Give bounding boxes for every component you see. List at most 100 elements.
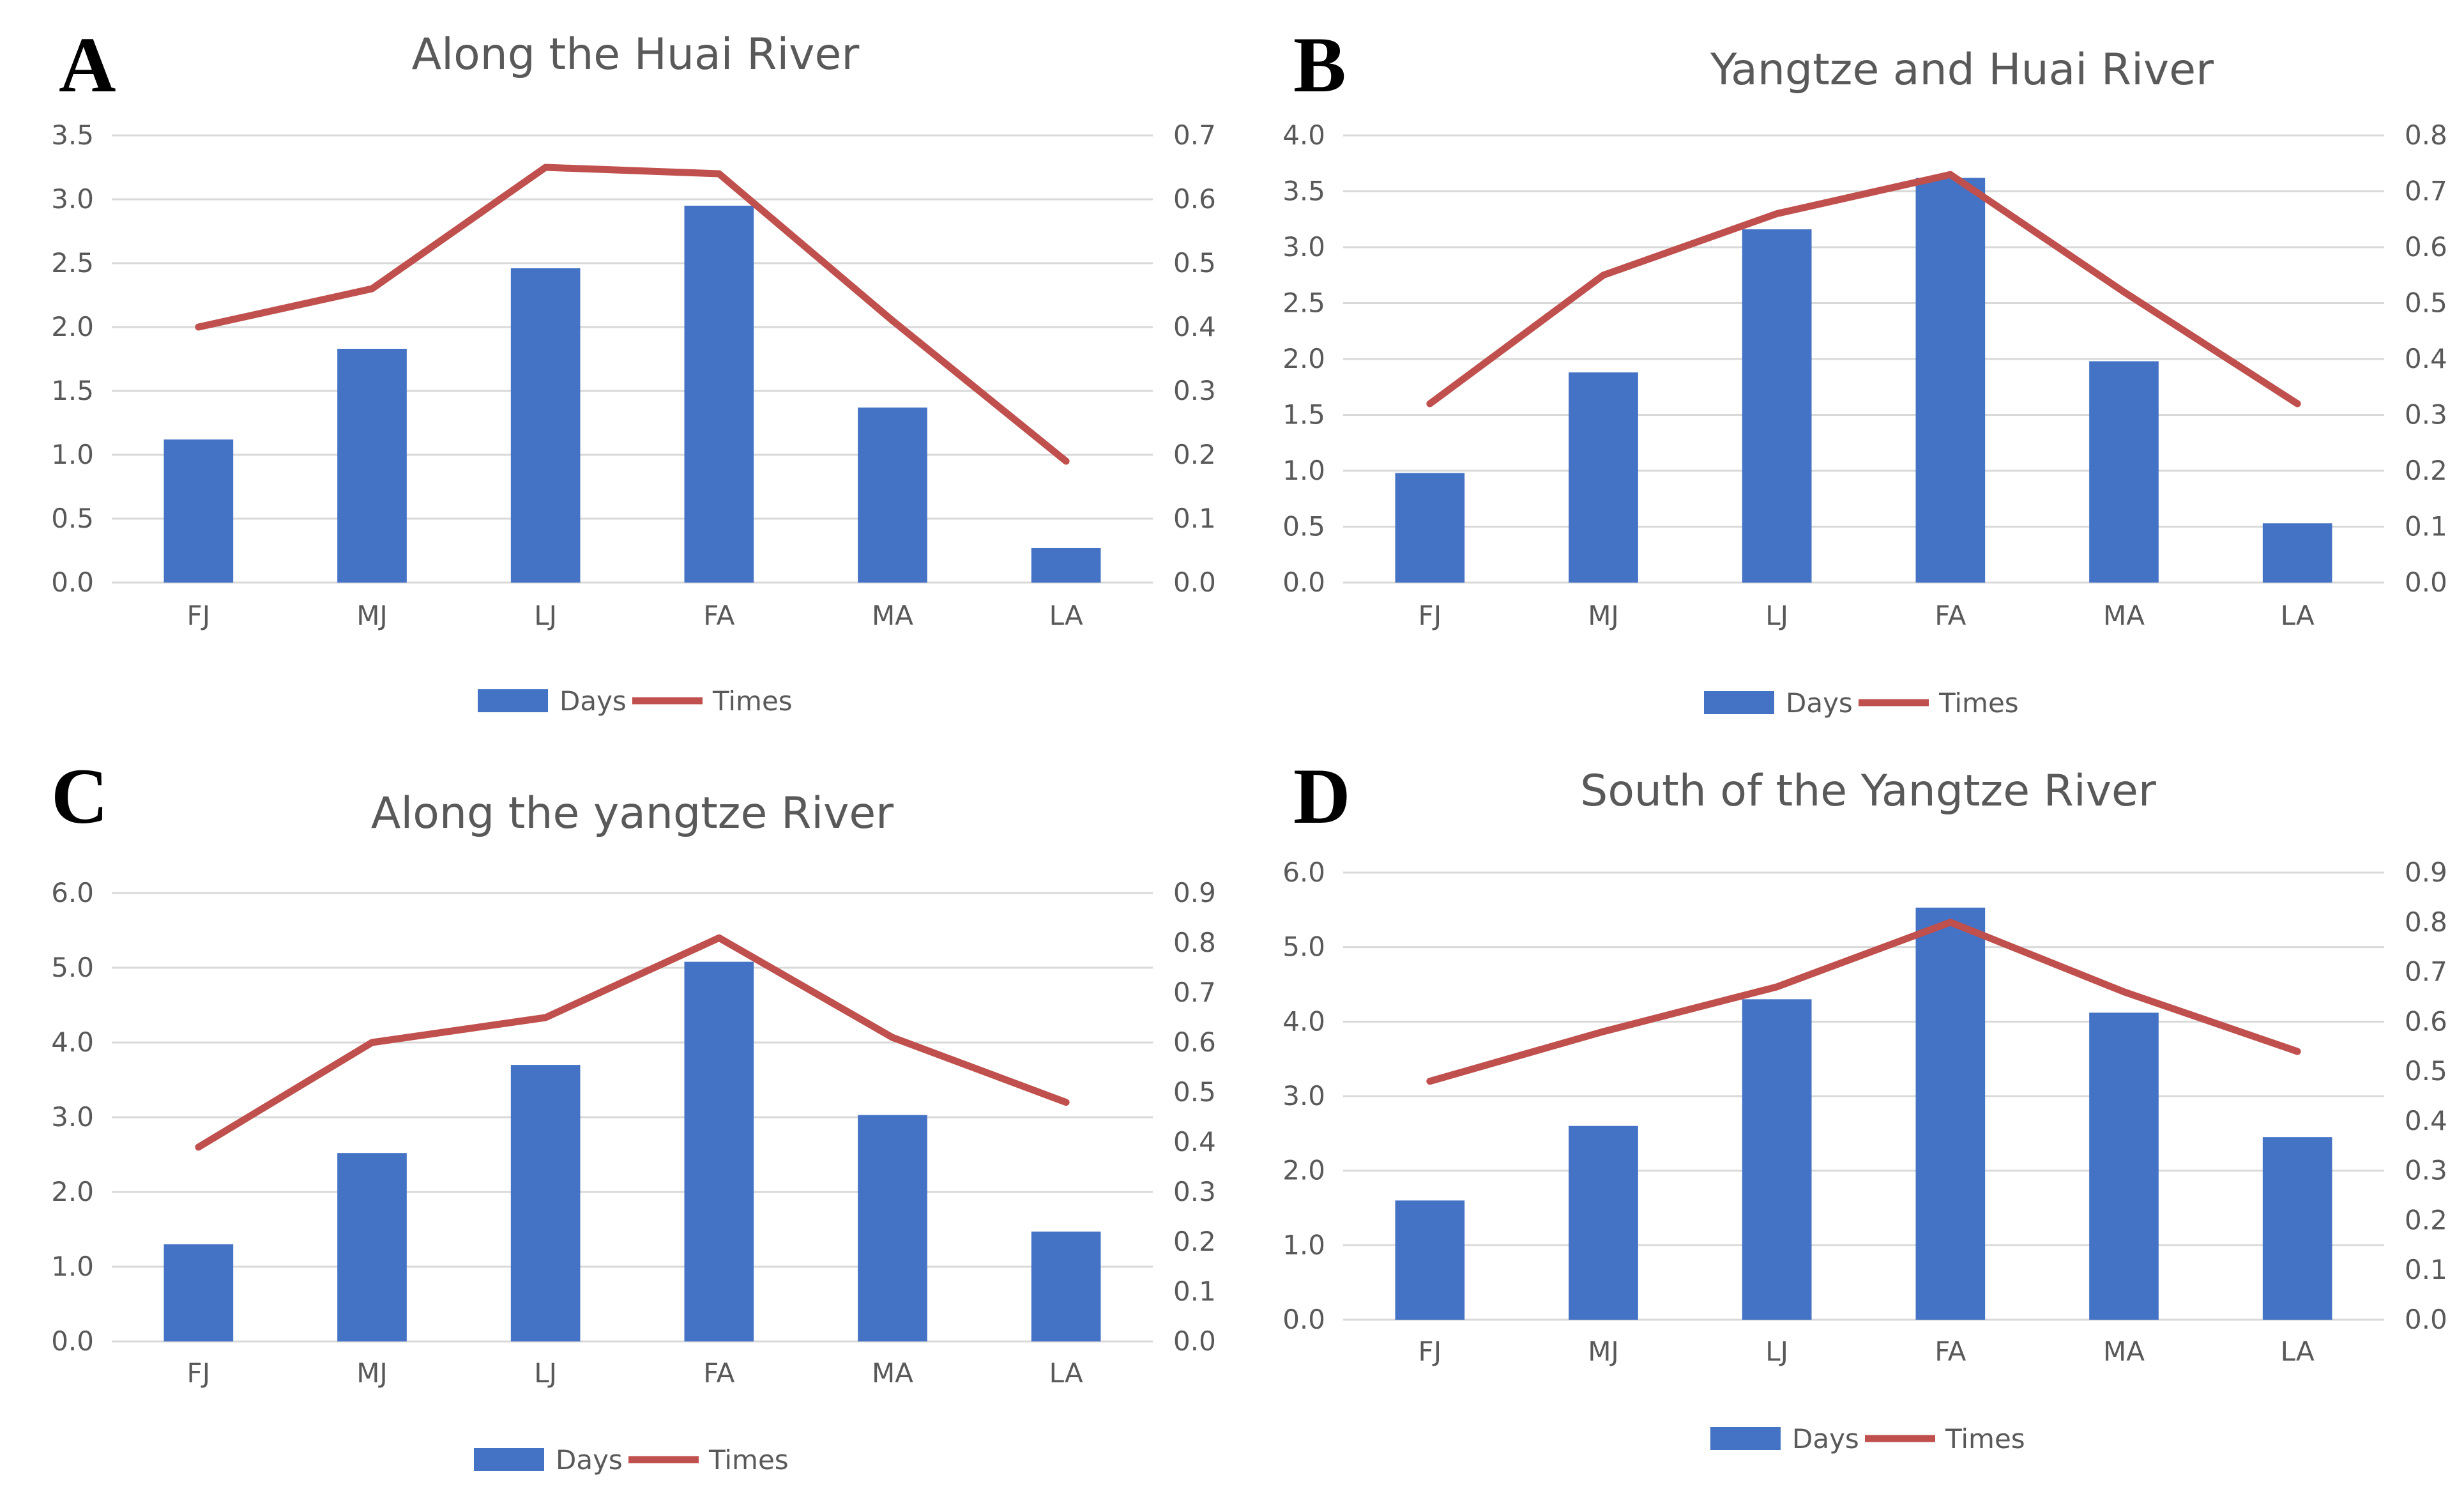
y-left-tick-label: 6.0 bbox=[51, 877, 94, 908]
y-left-tick-label: 0.0 bbox=[51, 567, 94, 598]
panel-letter: A bbox=[59, 21, 116, 109]
y-right-tick-label: 0.5 bbox=[2405, 287, 2447, 319]
y-right-tick-label: 0.3 bbox=[2405, 399, 2447, 431]
y-left-tick-label: 2.0 bbox=[1282, 1155, 1325, 1186]
chart-title: South of the Yangtze River bbox=[1580, 766, 2156, 816]
x-tick-label: MJ bbox=[1588, 1336, 1619, 1367]
legend-label-times: Times bbox=[708, 1444, 789, 1476]
y-left-tick-label: 4.0 bbox=[51, 1027, 94, 1058]
x-tick-label: LJ bbox=[1765, 600, 1788, 631]
y-right-tick-label: 0.3 bbox=[1173, 1176, 1216, 1207]
y-right-tick-label: 0.7 bbox=[1173, 977, 1216, 1008]
y-right-tick-label: 0.0 bbox=[1173, 567, 1216, 598]
legend: Days Times bbox=[1710, 1423, 2025, 1455]
y-left-tick-label: 1.5 bbox=[1282, 399, 1325, 431]
chart-title: Along the Huai River bbox=[411, 29, 860, 80]
line-times bbox=[1426, 171, 2301, 408]
x-tick-label: MA bbox=[2103, 1336, 2145, 1367]
y-left-tick-label: 3.0 bbox=[51, 183, 94, 215]
y-right-tick-label: 0.0 bbox=[1173, 1325, 1216, 1357]
y-left-tick-label: 1.0 bbox=[51, 439, 94, 470]
y-right-tick-label: 0.2 bbox=[1173, 439, 1216, 470]
x-tick-label: FA bbox=[1935, 1336, 1966, 1367]
bar-days-mj bbox=[337, 1153, 407, 1341]
y-right-tick-label: 0.4 bbox=[2405, 343, 2447, 374]
x-tick-label: LA bbox=[1049, 600, 1083, 631]
bar-days-fj bbox=[164, 1244, 234, 1341]
y-right-tick-label: 0.4 bbox=[2405, 1105, 2447, 1136]
y-left-tick-label: 1.0 bbox=[51, 1251, 94, 1282]
chart-title: Along the yangtze River bbox=[370, 788, 894, 839]
y-right-tick-label: 0.7 bbox=[2405, 956, 2447, 988]
bar-days-mj bbox=[1569, 372, 1638, 583]
legend-label-days: Days bbox=[1786, 687, 1853, 719]
bar-days-mj bbox=[337, 349, 407, 583]
bar-days-fa bbox=[684, 961, 754, 1341]
x-tick-label: MJ bbox=[356, 600, 388, 631]
y-left-tick-label: 0.0 bbox=[1282, 567, 1325, 598]
bar-days-fj bbox=[1395, 473, 1465, 583]
legend-label-times: Times bbox=[1938, 687, 2019, 719]
x-tick-label: MA bbox=[872, 600, 913, 631]
y-right-tick-label: 0.4 bbox=[1173, 311, 1216, 342]
y-right-tick-label: 0.7 bbox=[2405, 176, 2447, 207]
y-left-tick-label: 2.5 bbox=[1282, 287, 1325, 319]
bar-days-ma bbox=[858, 408, 927, 583]
y-left-tick-label: 4.0 bbox=[1282, 1005, 1325, 1037]
y-left-tick-label: 6.0 bbox=[1282, 857, 1325, 888]
y-left-tick-label: 2.0 bbox=[51, 311, 94, 342]
y-right-tick-label: 0.5 bbox=[2405, 1055, 2447, 1087]
x-tick-label: LA bbox=[2281, 1336, 2315, 1367]
legend: Days Times bbox=[1704, 687, 2019, 719]
y-left-tick-label: 3.5 bbox=[51, 119, 94, 151]
bar-days-fj bbox=[164, 439, 234, 583]
y-right-tick-label: 0.8 bbox=[1173, 927, 1216, 958]
y-left-tick-label: 1.5 bbox=[51, 375, 94, 406]
y-right-tick-label: 0.4 bbox=[1173, 1126, 1216, 1157]
x-tick-label: FA bbox=[703, 1357, 734, 1389]
legend-label-times: Times bbox=[712, 685, 793, 717]
x-tick-label: FJ bbox=[1418, 600, 1442, 631]
y-left-tick-label: 0.0 bbox=[1282, 1304, 1325, 1335]
y-right-tick-label: 0.6 bbox=[2405, 1005, 2447, 1037]
x-tick-label: FA bbox=[703, 600, 734, 631]
y-left-tick-label: 0.0 bbox=[51, 1325, 94, 1357]
bar-days-la bbox=[1031, 548, 1101, 583]
x-tick-label: MA bbox=[872, 1357, 913, 1389]
y-right-tick-label: 0.9 bbox=[1173, 877, 1216, 908]
x-tick-label: FJ bbox=[187, 600, 211, 631]
x-tick-label: LJ bbox=[1765, 1336, 1788, 1367]
y-left-tick-label: 4.0 bbox=[1282, 119, 1325, 151]
bar-days-la bbox=[2262, 1137, 2332, 1320]
x-tick-label: LA bbox=[1049, 1357, 1083, 1389]
bar-days-la bbox=[1031, 1232, 1101, 1341]
legend: Days Times bbox=[478, 685, 793, 717]
x-tick-label: LJ bbox=[534, 600, 557, 631]
legend-label-days: Days bbox=[1792, 1423, 1859, 1455]
y-right-tick-label: 0.2 bbox=[1173, 1226, 1216, 1257]
y-left-tick-label: 3.0 bbox=[51, 1101, 94, 1133]
y-left-tick-label: 3.0 bbox=[1282, 231, 1325, 263]
x-tick-label: LJ bbox=[534, 1357, 557, 1389]
legend-label-times: Times bbox=[1945, 1423, 2025, 1455]
bar-days-ma bbox=[2089, 361, 2159, 583]
bar-days-ma bbox=[2089, 1012, 2159, 1320]
bar-days-fj bbox=[1395, 1200, 1465, 1320]
legend-label-days: Days bbox=[556, 1444, 623, 1476]
y-left-tick-label: 3.0 bbox=[1282, 1080, 1325, 1111]
legend-swatch-days bbox=[474, 1448, 544, 1471]
y-left-tick-label: 5.0 bbox=[51, 952, 94, 983]
legend-swatch-days bbox=[478, 689, 548, 712]
y-right-tick-label: 0.6 bbox=[1173, 1027, 1216, 1058]
bar-days-mj bbox=[1569, 1126, 1638, 1320]
legend-label-days: Days bbox=[559, 685, 627, 717]
bar-days-la bbox=[2262, 523, 2332, 583]
x-tick-label: FJ bbox=[1418, 1336, 1442, 1367]
y-right-tick-label: 0.1 bbox=[1173, 1276, 1216, 1307]
line-times bbox=[195, 164, 1070, 465]
y-left-tick-label: 1.0 bbox=[1282, 1229, 1325, 1260]
